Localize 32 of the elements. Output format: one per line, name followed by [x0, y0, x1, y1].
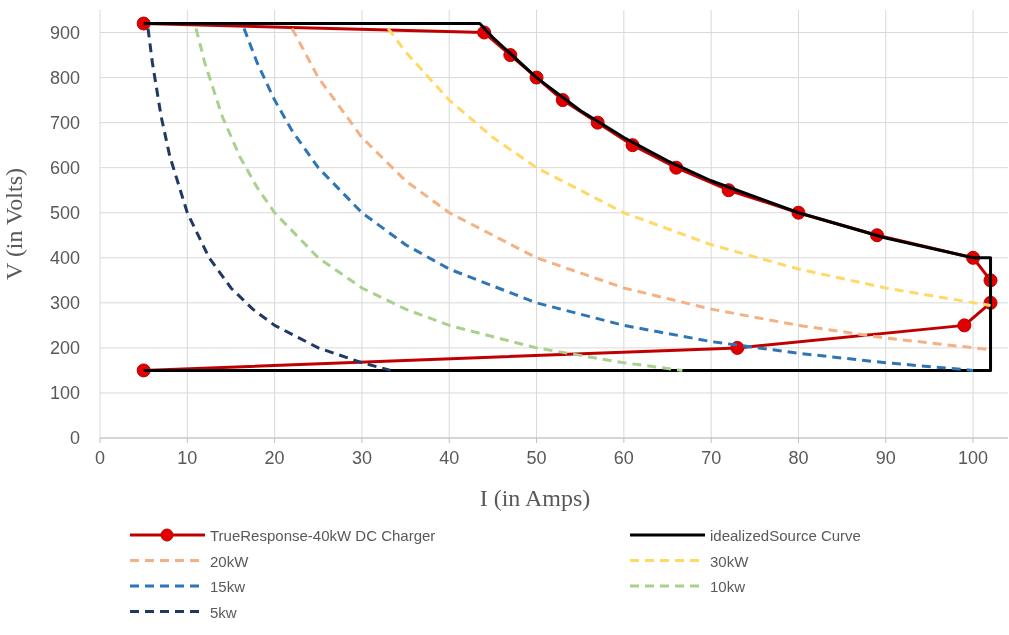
- x-tick-label: 60: [613, 448, 634, 468]
- x-axis-title: I (in Amps): [479, 485, 591, 511]
- y-tick-label: 400: [49, 247, 80, 268]
- y-tick-label: 900: [49, 22, 80, 43]
- x-tick-label: 100: [958, 448, 989, 468]
- y-tick-label: 600: [49, 157, 80, 178]
- x-tick-label: 40: [439, 448, 460, 468]
- y-axis-title: V (in Volts): [1, 167, 27, 281]
- line-series: [194, 26, 684, 372]
- legend-label: 10kw: [710, 578, 746, 595]
- y-tick-label: 700: [49, 112, 80, 133]
- x-tick-label: 70: [701, 448, 722, 468]
- x-tick-label: 30: [351, 448, 372, 468]
- legend-label: 30kW: [710, 552, 750, 570]
- y-tick-label: 800: [49, 67, 80, 88]
- legend-label: idealizedSource Curve: [710, 527, 861, 544]
- point: [957, 318, 972, 333]
- legend-label: 5kw: [210, 603, 237, 621]
- x-tick-label: 0: [94, 448, 106, 468]
- legend-label: TrueResponse-40kW DC Charger: [210, 527, 436, 544]
- legend-label: 15kw: [210, 578, 246, 595]
- y-tick-label: 0: [69, 428, 80, 448]
- y-tick-label: 300: [49, 292, 80, 313]
- y-tick-label: 500: [49, 202, 80, 223]
- x-tick-label: 20: [264, 448, 285, 468]
- x-tick-label: 50: [526, 448, 547, 468]
- x-tick-label: 80: [788, 448, 809, 468]
- x-tick-label: 10: [177, 448, 198, 468]
- legend-label: 20kW: [210, 552, 250, 570]
- y-tick-label: 200: [49, 337, 80, 358]
- y-tick-label: 100: [49, 382, 80, 403]
- x-tick-label: 90: [875, 448, 896, 468]
